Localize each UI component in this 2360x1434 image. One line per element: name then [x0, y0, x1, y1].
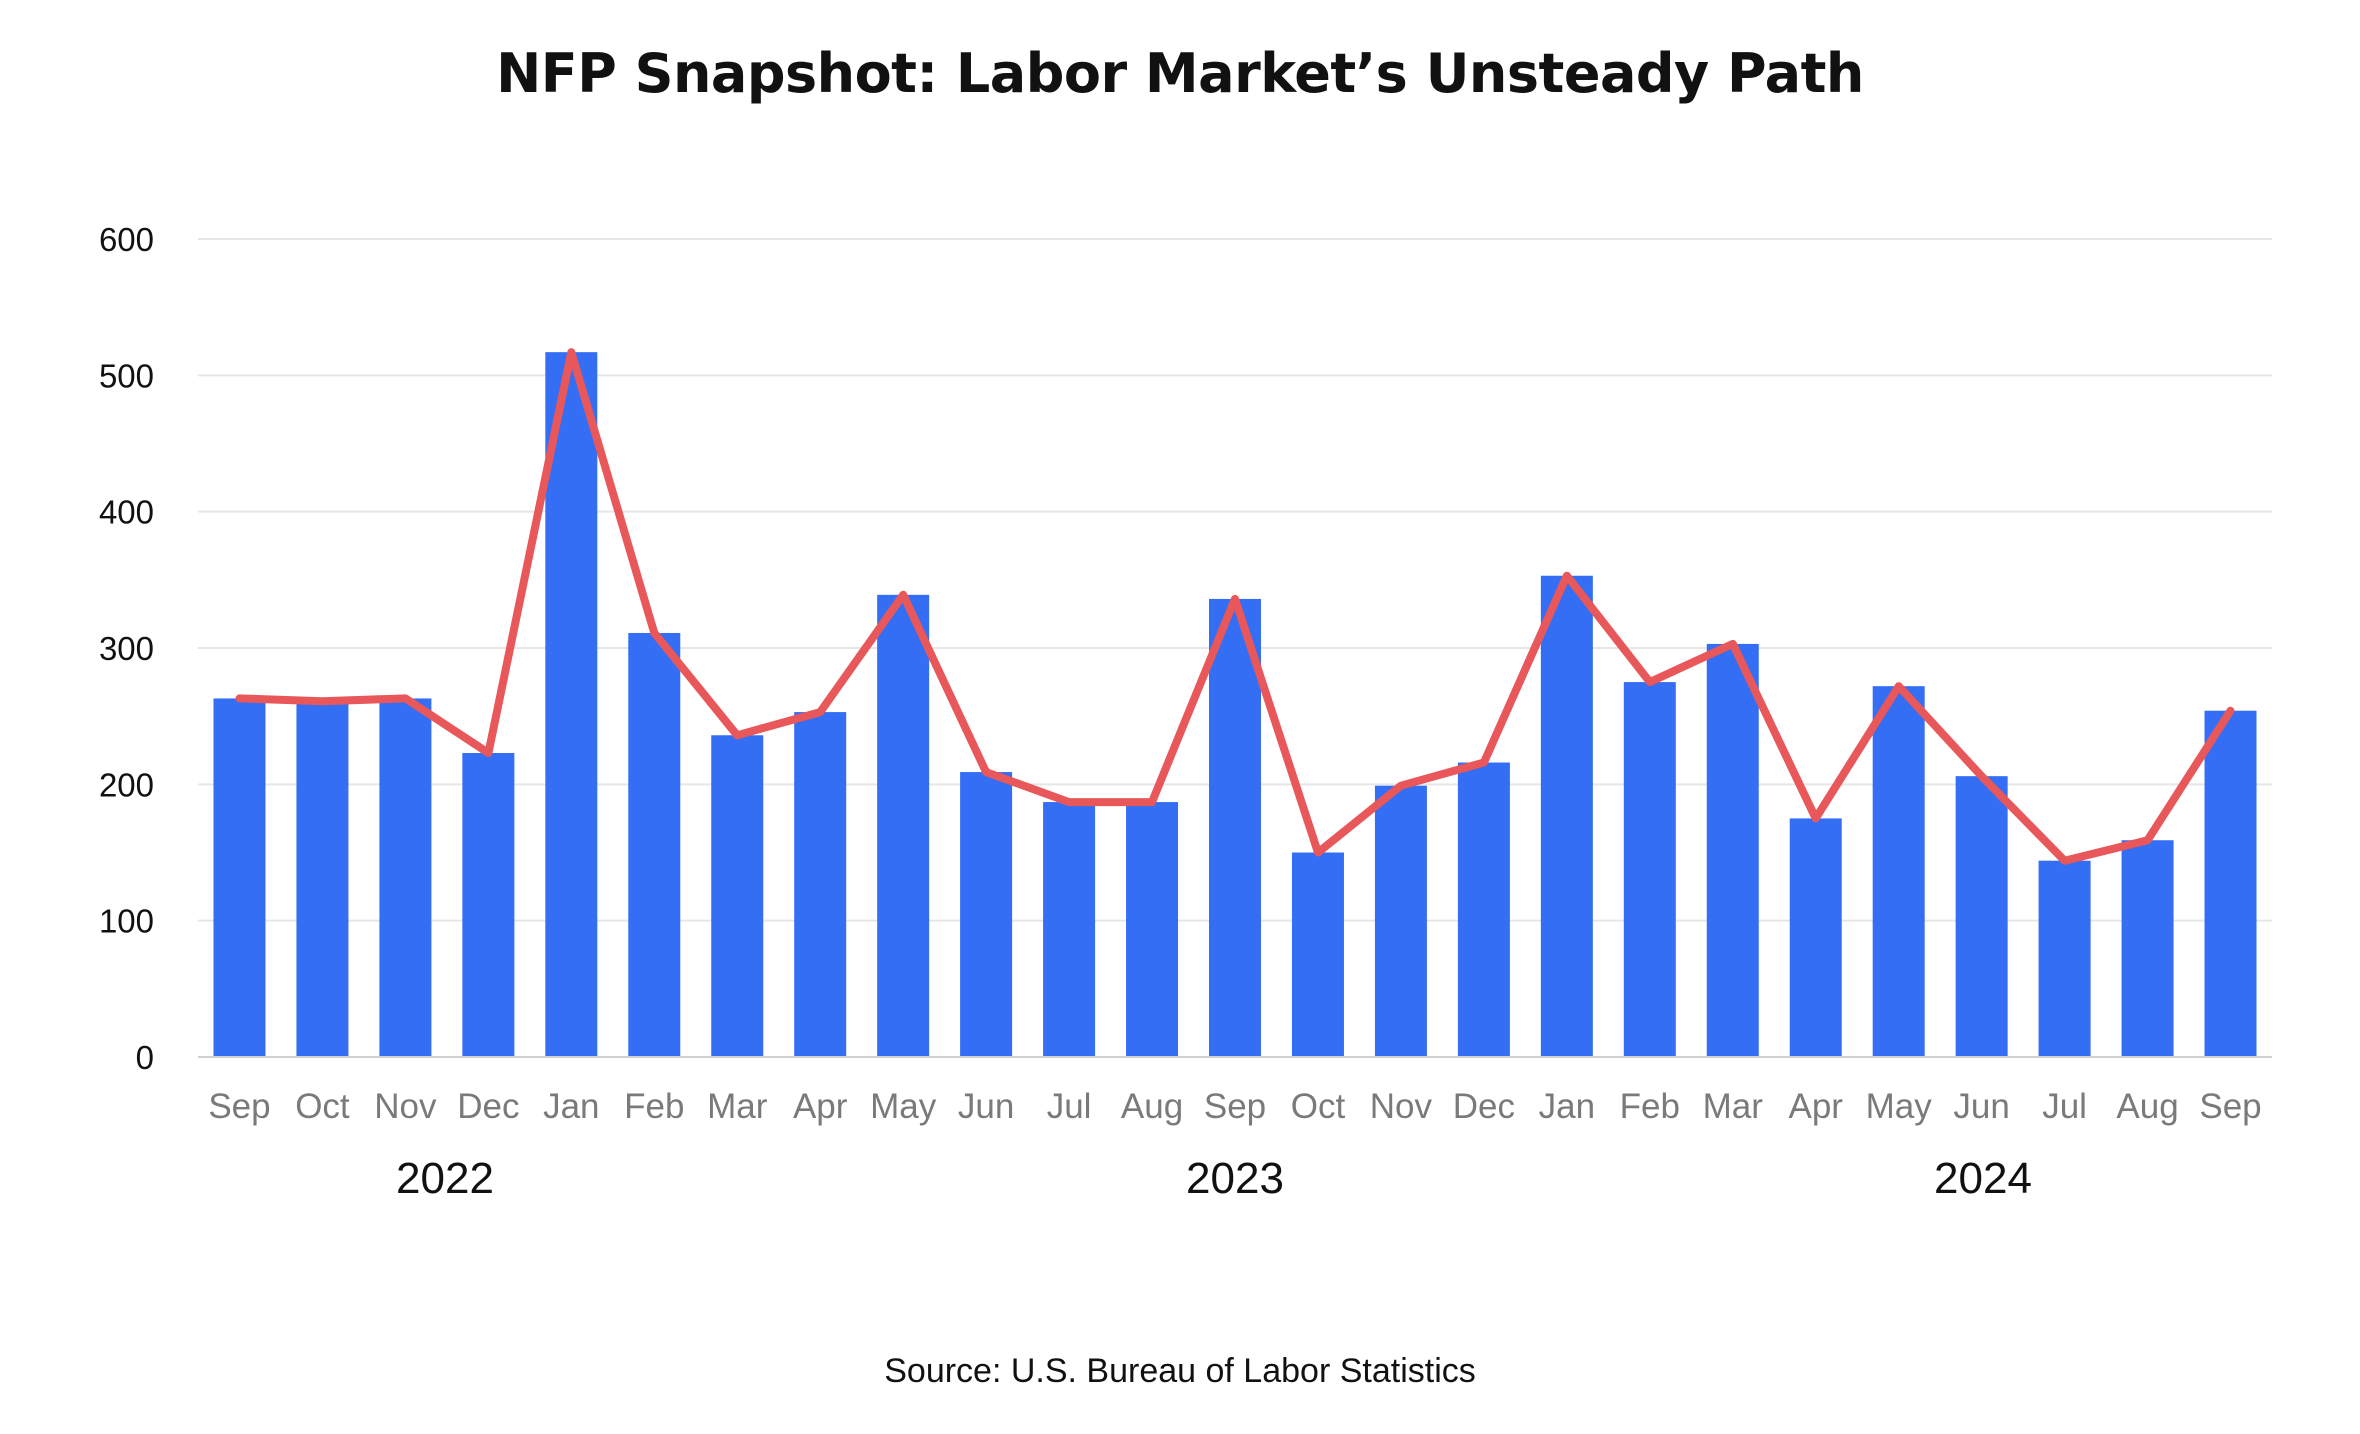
bar-sep-24	[2204, 710, 2257, 1057]
bar-feb-5	[628, 633, 681, 1057]
y-tick-label: 100	[99, 903, 154, 940]
bar-jan-4	[545, 352, 598, 1057]
year-label-2022: 2022	[396, 1154, 494, 1203]
y-tick-label: 600	[99, 221, 154, 258]
source-note: Source: U.S. Bureau of Labor Statistics	[884, 1352, 1476, 1390]
x-tick-label: Mar	[1703, 1087, 1764, 1126]
bar-may-20	[1872, 686, 1925, 1057]
bar-jul-22	[2038, 860, 2091, 1057]
x-tick-label: Feb	[1620, 1087, 1680, 1126]
year-label-2023: 2023	[1186, 1154, 1284, 1203]
x-axis-ticks: Sep Oct Nov Dec Jan Feb Mar Apr May Jun Jul Aug Sep O…	[208, 1087, 2261, 1126]
bar-aug-11	[1126, 802, 1179, 1057]
x-tick-label: Jul	[1047, 1087, 1092, 1126]
y-axis-ticks: 0 100 200 300 400 500 600	[99, 221, 154, 1076]
line-series	[235, 348, 2235, 865]
x-tick-label: Dec	[1453, 1087, 1515, 1126]
x-tick-label: Sep	[2199, 1087, 2261, 1126]
x-tick-label: Mar	[707, 1087, 768, 1126]
bar-may-8	[877, 594, 930, 1057]
x-tick-label: Jun	[958, 1087, 1014, 1126]
trend-line	[235, 348, 2235, 865]
bar-sep-12	[1209, 598, 1261, 1057]
bar-apr-7	[794, 712, 847, 1057]
bar-mar-18	[1706, 643, 1759, 1057]
bar-oct-1	[296, 701, 349, 1057]
bar-sep-0	[213, 698, 266, 1057]
x-tick-label: Jan	[1539, 1087, 1595, 1126]
bar-jun-9	[960, 772, 1013, 1057]
x-tick-label: May	[1866, 1087, 1933, 1126]
x-tick-label: May	[870, 1087, 937, 1126]
bar-dec-15	[1457, 762, 1510, 1057]
year-label-2024: 2024	[1934, 1154, 2032, 1203]
x-tick-label: Dec	[457, 1087, 519, 1126]
bar-jul-10	[1043, 802, 1096, 1057]
y-tick-label: 500	[99, 357, 154, 394]
x-tick-label: Sep	[1204, 1087, 1266, 1126]
x-tick-label: Oct	[295, 1087, 350, 1126]
x-tick-label: Apr	[793, 1087, 848, 1126]
y-tick-label: 300	[99, 630, 154, 667]
bar-dec-3	[462, 752, 515, 1057]
x-tick-label: Feb	[624, 1087, 684, 1126]
x-tick-label: Aug	[1121, 1087, 1183, 1126]
year-labels: 2022 2023 2024	[396, 1154, 2032, 1203]
bar-nov-14	[1374, 785, 1427, 1057]
bar-jan-16	[1540, 575, 1593, 1057]
bar-feb-17	[1623, 682, 1676, 1057]
y-tick-label: 0	[136, 1039, 154, 1076]
x-tick-label: Aug	[2116, 1087, 2178, 1126]
chart-title: NFP Snapshot: Labor Market’s Unsteady Pa…	[496, 42, 1864, 105]
bar-nov-2	[379, 698, 432, 1057]
bar-oct-13	[1291, 852, 1344, 1057]
bar-jun-21	[1955, 776, 2008, 1057]
x-tick-label: Jun	[1953, 1087, 2009, 1126]
x-tick-label: Apr	[1788, 1087, 1843, 1126]
x-tick-label: Nov	[1370, 1087, 1433, 1126]
bars	[213, 352, 2257, 1057]
x-tick-label: Jul	[2042, 1087, 2087, 1126]
y-tick-label: 200	[99, 766, 154, 803]
bar-aug-23	[2121, 840, 2174, 1057]
x-tick-label: Jan	[543, 1087, 599, 1126]
x-tick-label: Nov	[374, 1087, 437, 1126]
x-tick-label: Sep	[208, 1087, 270, 1126]
y-tick-label: 400	[99, 494, 154, 531]
bar-apr-19	[1789, 818, 1842, 1057]
bar-mar-6	[711, 735, 764, 1057]
x-tick-label: Oct	[1291, 1087, 1346, 1126]
